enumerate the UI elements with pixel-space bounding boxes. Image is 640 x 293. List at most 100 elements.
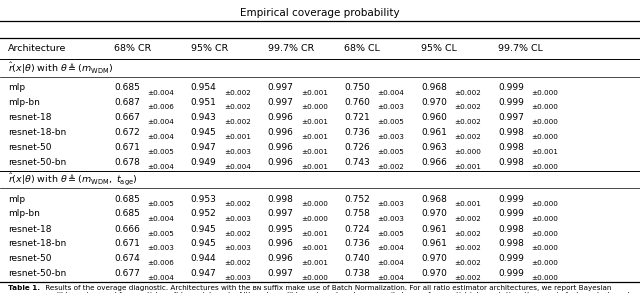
Text: ±0.000: ±0.000 (301, 201, 328, 207)
Text: 0.999: 0.999 (498, 98, 524, 107)
Text: 0.968: 0.968 (421, 84, 447, 92)
Text: 0.758: 0.758 (344, 209, 370, 218)
Text: ±0.005: ±0.005 (378, 149, 404, 155)
Text: ±0.001: ±0.001 (301, 90, 328, 96)
Text: ±0.004: ±0.004 (147, 275, 174, 281)
Text: ±0.004: ±0.004 (147, 120, 174, 125)
Text: 0.685: 0.685 (114, 195, 140, 204)
Text: ±0.002: ±0.002 (224, 260, 251, 266)
Text: 0.961: 0.961 (421, 225, 447, 234)
Text: 0.953: 0.953 (191, 195, 216, 204)
Text: mlp: mlp (8, 84, 25, 92)
Text: 0.997: 0.997 (268, 209, 293, 218)
Text: 0.999: 0.999 (498, 195, 524, 204)
Text: ±0.003: ±0.003 (224, 246, 251, 251)
Text: 68% CR: 68% CR (114, 44, 151, 53)
Text: ±0.000: ±0.000 (531, 201, 558, 207)
Text: 95% CL: 95% CL (421, 44, 457, 53)
Text: 0.951: 0.951 (191, 98, 216, 107)
Text: ±0.000: ±0.000 (531, 216, 558, 222)
Text: 0.998: 0.998 (498, 158, 524, 166)
Text: 0.996: 0.996 (268, 113, 293, 122)
Text: 0.996: 0.996 (268, 158, 293, 166)
Text: $\hat{r}(x|\theta)$ with $\theta \triangleq (m_{\rm WDM})$: $\hat{r}(x|\theta)$ with $\theta \triang… (8, 60, 113, 76)
Text: ±0.003: ±0.003 (378, 134, 404, 140)
Text: 0.960: 0.960 (421, 113, 447, 122)
Text: 0.999: 0.999 (498, 269, 524, 278)
Text: 0.947: 0.947 (191, 269, 216, 278)
Text: 99.7% CR: 99.7% CR (268, 44, 314, 53)
Text: resnet-18: resnet-18 (8, 113, 51, 122)
Text: ±0.001: ±0.001 (301, 149, 328, 155)
Text: resnet-18-bn: resnet-18-bn (8, 128, 66, 137)
Text: 0.995: 0.995 (268, 225, 293, 234)
Text: $\hat{r}(x|\theta)$ with $\theta \triangleq (m_{\rm WDM},\ t_{\rm age})$: $\hat{r}(x|\theta)$ with $\theta \triang… (8, 171, 137, 187)
Text: 0.996: 0.996 (268, 128, 293, 137)
Text: Table 1.: Table 1. (8, 285, 40, 291)
Text: 0.999: 0.999 (498, 254, 524, 263)
Text: 0.970: 0.970 (421, 98, 447, 107)
Text: 0.996: 0.996 (268, 239, 293, 248)
Text: Results of the overage diagnostic. Architectures with the ʙɴ suffix make use of : Results of the overage diagnostic. Archi… (43, 285, 635, 293)
Text: 0.954: 0.954 (191, 84, 216, 92)
Text: 0.945: 0.945 (191, 239, 216, 248)
Text: 0.947: 0.947 (191, 143, 216, 152)
Text: 0.997: 0.997 (268, 269, 293, 278)
Text: ±0.005: ±0.005 (147, 149, 174, 155)
Text: ±0.000: ±0.000 (454, 149, 481, 155)
Text: ±0.001: ±0.001 (531, 149, 558, 155)
Text: 0.961: 0.961 (421, 128, 447, 137)
Text: ±0.004: ±0.004 (378, 275, 404, 281)
Text: 0.685: 0.685 (114, 209, 140, 218)
Text: ±0.000: ±0.000 (531, 260, 558, 266)
Text: ±0.000: ±0.000 (531, 164, 558, 170)
Text: ±0.001: ±0.001 (301, 260, 328, 266)
Text: resnet-50-bn: resnet-50-bn (8, 158, 66, 166)
Text: 68% CL: 68% CL (344, 44, 380, 53)
Text: mlp-bn: mlp-bn (8, 98, 40, 107)
Text: 0.999: 0.999 (498, 209, 524, 218)
Text: 0.677: 0.677 (114, 269, 140, 278)
Text: 0.671: 0.671 (114, 239, 140, 248)
Text: 0.970: 0.970 (421, 269, 447, 278)
Text: 0.966: 0.966 (421, 158, 447, 166)
Text: 0.997: 0.997 (268, 84, 293, 92)
Text: ±0.000: ±0.000 (531, 231, 558, 237)
Text: 0.738: 0.738 (344, 269, 370, 278)
Text: 0.736: 0.736 (344, 239, 370, 248)
Text: ±0.004: ±0.004 (147, 164, 174, 170)
Text: ±0.006: ±0.006 (147, 260, 174, 266)
Text: 0.963: 0.963 (421, 143, 447, 152)
Text: ±0.002: ±0.002 (224, 120, 251, 125)
Text: ±0.001: ±0.001 (301, 120, 328, 125)
Text: 0.945: 0.945 (191, 225, 216, 234)
Text: 0.736: 0.736 (344, 128, 370, 137)
Text: ±0.004: ±0.004 (147, 216, 174, 222)
Text: ±0.003: ±0.003 (378, 216, 404, 222)
Text: ±0.000: ±0.000 (301, 104, 328, 110)
Text: ±0.001: ±0.001 (301, 246, 328, 251)
Text: ±0.002: ±0.002 (454, 216, 481, 222)
Text: ±0.000: ±0.000 (531, 275, 558, 281)
Text: 0.970: 0.970 (421, 254, 447, 263)
Text: resnet-50-bn: resnet-50-bn (8, 269, 66, 278)
Text: 0.998: 0.998 (268, 195, 293, 204)
Text: Architecture: Architecture (8, 44, 66, 53)
Text: 95% CR: 95% CR (191, 44, 228, 53)
Text: ±0.001: ±0.001 (224, 134, 251, 140)
Text: ±0.003: ±0.003 (378, 104, 404, 110)
Text: ±0.003: ±0.003 (224, 275, 251, 281)
Text: mlp-bn: mlp-bn (8, 209, 40, 218)
Text: resnet-18-bn: resnet-18-bn (8, 239, 66, 248)
Text: ±0.001: ±0.001 (301, 134, 328, 140)
Text: ±0.002: ±0.002 (454, 90, 481, 96)
Text: ±0.005: ±0.005 (147, 231, 174, 237)
Text: 0.998: 0.998 (498, 239, 524, 248)
Text: 99.7% CL: 99.7% CL (498, 44, 543, 53)
Text: ±0.003: ±0.003 (224, 149, 251, 155)
Text: 0.724: 0.724 (344, 225, 370, 234)
Text: ±0.002: ±0.002 (454, 120, 481, 125)
Text: ±0.004: ±0.004 (147, 90, 174, 96)
Text: 0.674: 0.674 (114, 254, 140, 263)
Text: 0.945: 0.945 (191, 128, 216, 137)
